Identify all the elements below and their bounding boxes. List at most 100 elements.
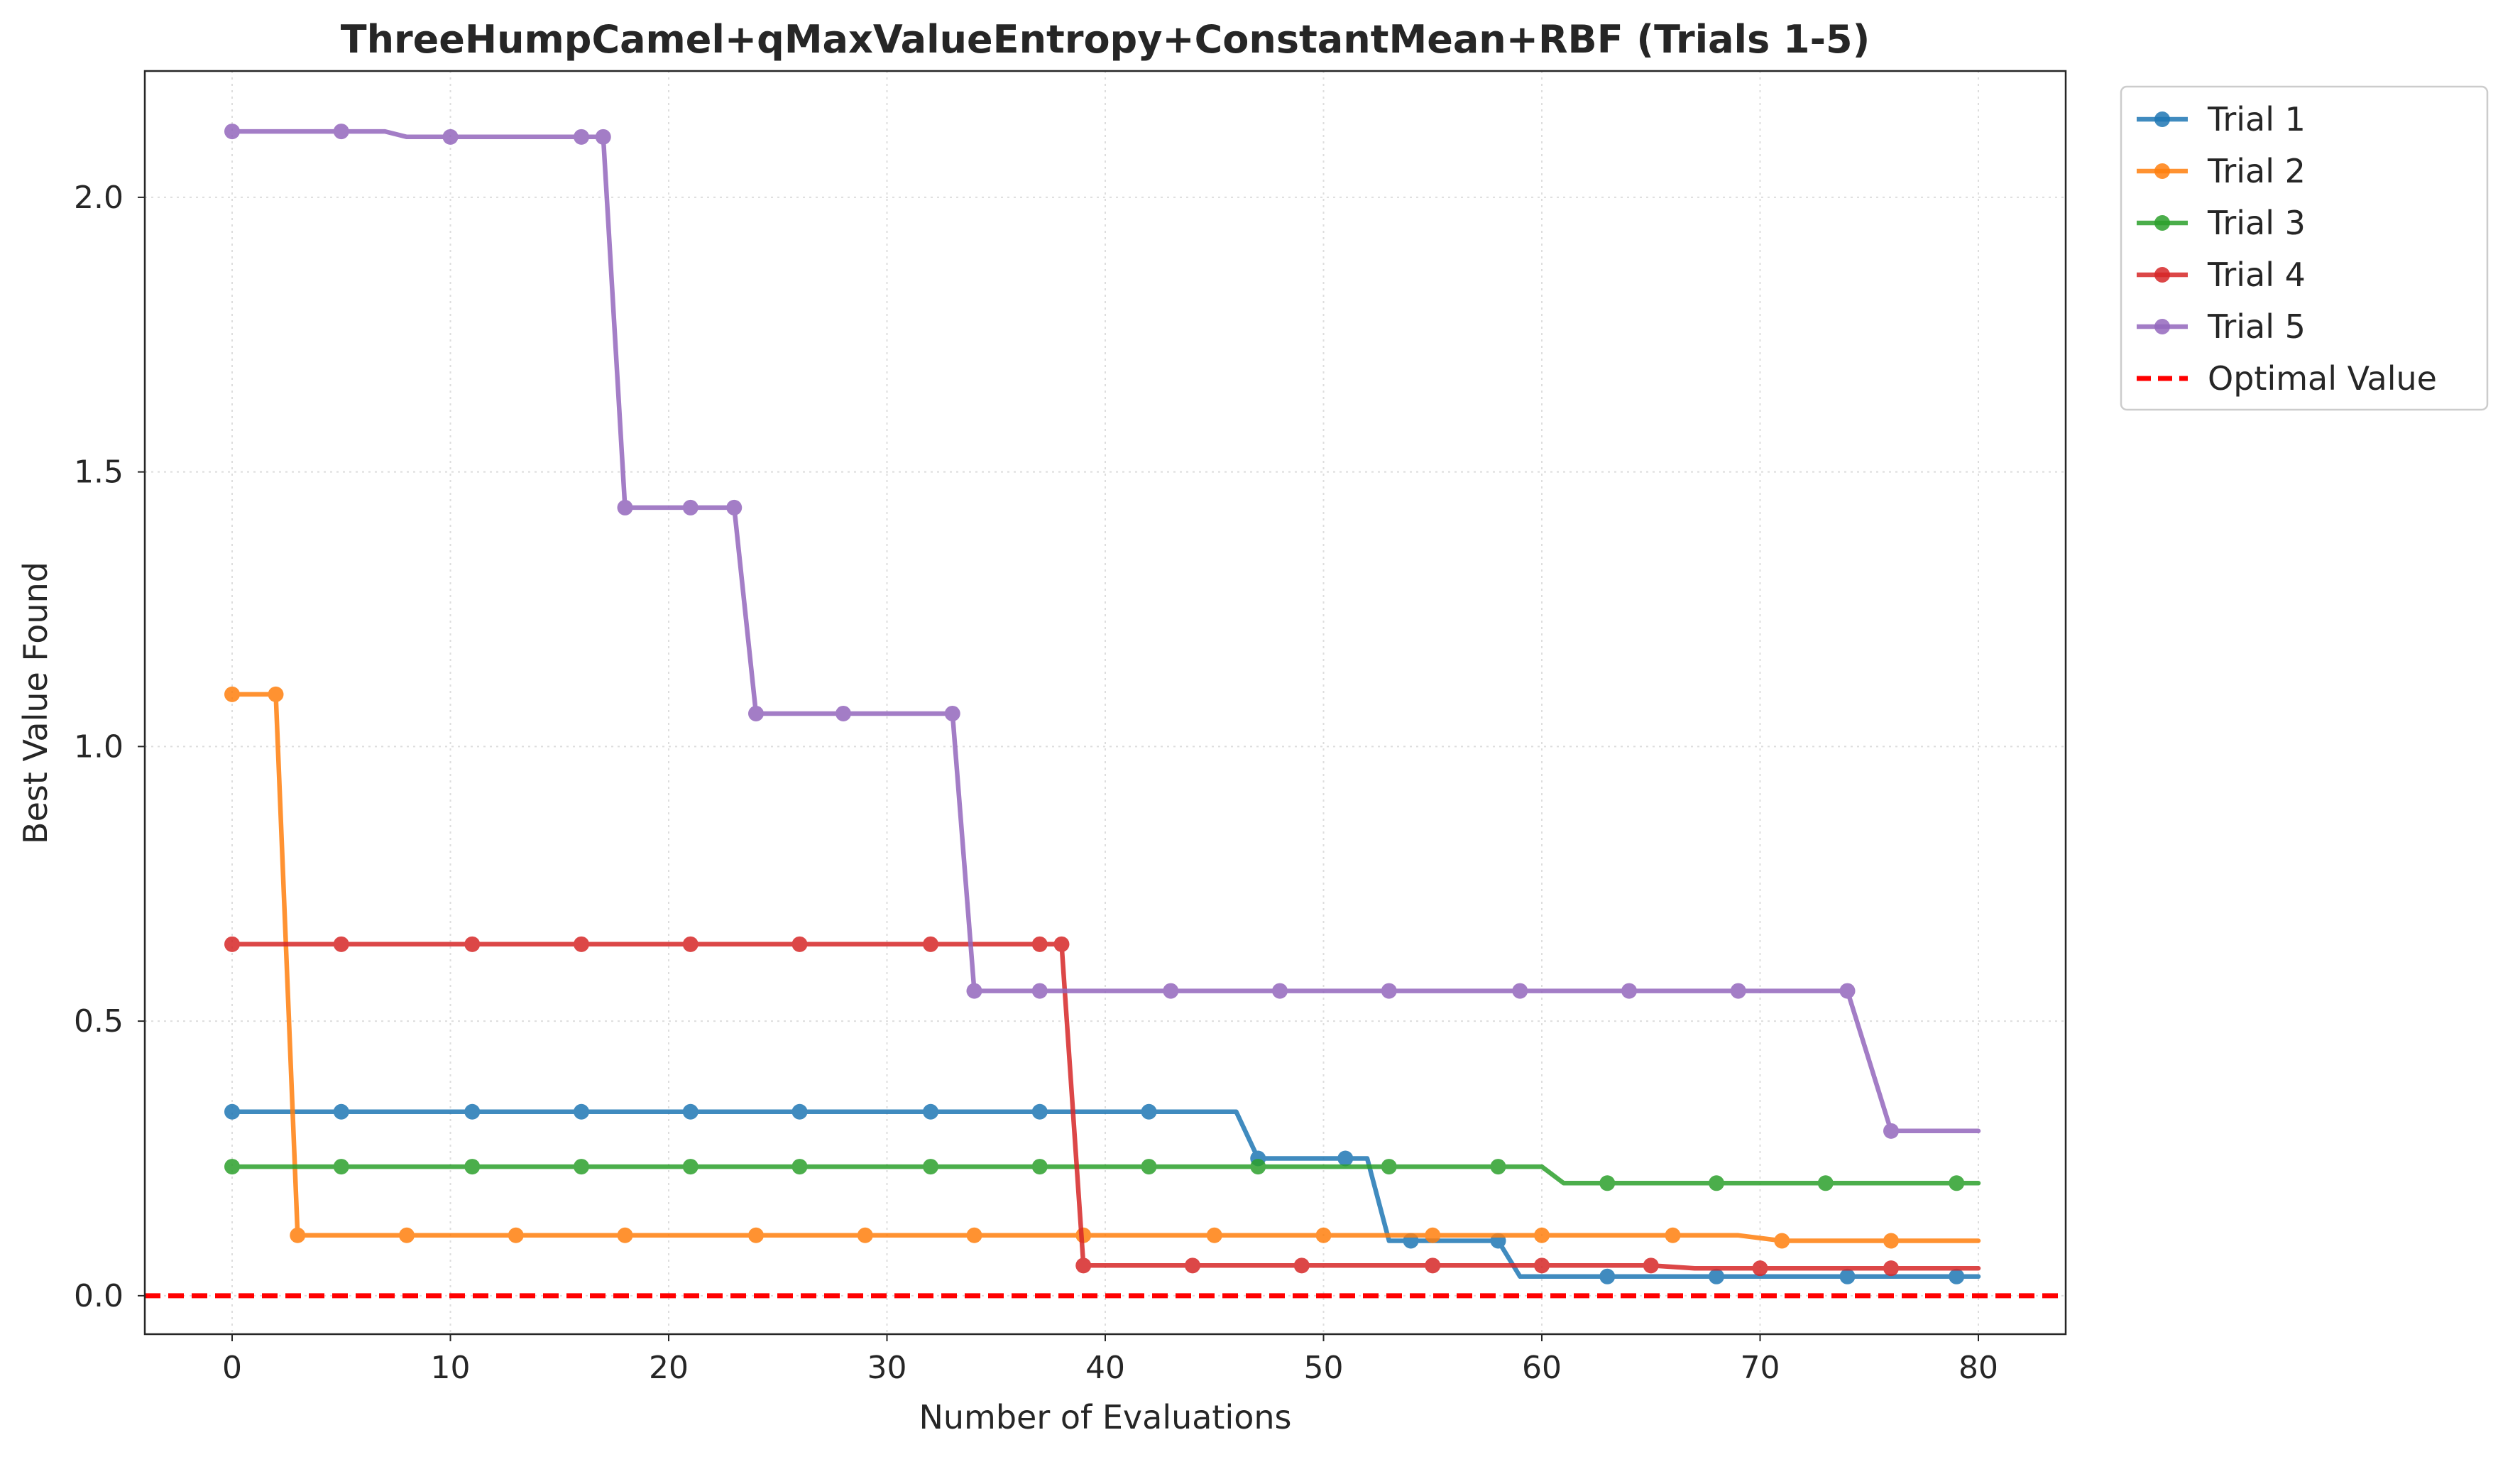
data-point bbox=[944, 705, 960, 721]
data-point bbox=[1709, 1175, 1724, 1191]
x-axis-label: Number of Evaluations bbox=[919, 1398, 1291, 1436]
data-point bbox=[1185, 1257, 1200, 1274]
data-point bbox=[748, 705, 764, 721]
data-point bbox=[1381, 1159, 1397, 1175]
legend-swatch-marker bbox=[2154, 215, 2170, 231]
data-point bbox=[333, 1103, 349, 1120]
data-point bbox=[1599, 1268, 1616, 1284]
data-point bbox=[1752, 1260, 1768, 1277]
data-point bbox=[574, 129, 589, 145]
legend-items: Trial 1 Trial 2 Trial 3 Trial 4 Trial 5 Optim… bbox=[2137, 100, 2437, 398]
data-point bbox=[923, 1159, 938, 1175]
x-tick-label: 10 bbox=[431, 1350, 471, 1386]
data-point bbox=[791, 1103, 808, 1120]
data-point bbox=[1315, 1227, 1332, 1243]
data-point bbox=[1053, 936, 1070, 952]
data-point bbox=[1883, 1260, 1899, 1277]
data-point bbox=[333, 1159, 349, 1175]
x-tick-label: 80 bbox=[1959, 1350, 1998, 1386]
data-point bbox=[966, 983, 982, 999]
data-point bbox=[1512, 983, 1528, 999]
data-point bbox=[617, 1227, 633, 1243]
data-point bbox=[1709, 1268, 1724, 1284]
data-point bbox=[1490, 1159, 1506, 1175]
series-3 bbox=[224, 1159, 1981, 1191]
data-point bbox=[1534, 1257, 1550, 1274]
data-point bbox=[1425, 1227, 1441, 1243]
data-point bbox=[1730, 983, 1746, 999]
data-point bbox=[1643, 1257, 1659, 1274]
x-tick-label: 70 bbox=[1741, 1350, 1780, 1386]
data-point bbox=[1031, 1103, 1048, 1120]
data-point bbox=[290, 1227, 306, 1243]
data-point bbox=[1031, 1159, 1048, 1175]
data-point bbox=[923, 936, 938, 952]
data-point bbox=[857, 1227, 873, 1243]
data-point bbox=[1337, 1150, 1354, 1167]
data-point bbox=[1839, 983, 1856, 999]
legend-label: Trial 1 bbox=[2207, 100, 2306, 138]
legend-label: Trial 4 bbox=[2207, 256, 2306, 294]
data-point bbox=[1425, 1257, 1441, 1274]
data-point bbox=[399, 1227, 415, 1243]
data-point bbox=[1141, 1103, 1157, 1120]
data-point bbox=[1665, 1227, 1681, 1243]
data-point bbox=[1621, 983, 1637, 999]
data-point bbox=[574, 1159, 589, 1175]
legend-item: Trial 5 bbox=[2137, 307, 2306, 346]
x-tick-label: 0 bbox=[222, 1350, 242, 1386]
series-layer bbox=[224, 124, 1981, 1284]
data-point bbox=[966, 1227, 982, 1243]
data-point bbox=[574, 1103, 589, 1120]
data-point bbox=[574, 936, 589, 952]
data-point bbox=[464, 1103, 481, 1120]
x-tick-label: 60 bbox=[1522, 1350, 1562, 1386]
data-point bbox=[682, 1103, 699, 1120]
data-point bbox=[682, 499, 699, 515]
data-point bbox=[224, 686, 240, 702]
legend-swatch-marker bbox=[2154, 163, 2170, 179]
data-point bbox=[1839, 1268, 1856, 1284]
data-point bbox=[1817, 1175, 1834, 1191]
legend-item: Trial 2 bbox=[2137, 152, 2306, 190]
data-point bbox=[617, 499, 633, 515]
data-point bbox=[1031, 936, 1048, 952]
data-point bbox=[1075, 1257, 1092, 1274]
data-point bbox=[1883, 1233, 1899, 1249]
data-point bbox=[923, 1103, 938, 1120]
data-point bbox=[333, 124, 349, 140]
legend-swatch-marker bbox=[2154, 111, 2170, 127]
data-point bbox=[1163, 983, 1179, 999]
data-point bbox=[748, 1227, 764, 1243]
series-4 bbox=[224, 936, 1981, 1277]
legend-swatch-marker bbox=[2154, 319, 2170, 334]
y-tick-label: 1.0 bbox=[74, 728, 124, 765]
data-point bbox=[791, 1159, 808, 1175]
y-axis-label: Best Value Found bbox=[16, 562, 55, 844]
legend-item: Trial 1 bbox=[2137, 100, 2306, 138]
legend-label: Trial 3 bbox=[2207, 204, 2306, 242]
data-point bbox=[1883, 1123, 1899, 1139]
y-tick-label: 0.5 bbox=[74, 1003, 124, 1039]
legend-item: Trial 4 bbox=[2137, 256, 2306, 294]
data-point bbox=[1599, 1175, 1616, 1191]
legend: Trial 1 Trial 2 Trial 3 Trial 4 Trial 5 Optim… bbox=[2120, 85, 2489, 411]
x-tick-label: 20 bbox=[649, 1350, 689, 1386]
data-point bbox=[1774, 1233, 1790, 1249]
data-point bbox=[464, 1159, 481, 1175]
data-point bbox=[268, 686, 284, 702]
legend-item: Optimal Value bbox=[2137, 359, 2437, 398]
legend-swatch-marker bbox=[2154, 267, 2170, 283]
legend-label: Trial 2 bbox=[2207, 152, 2306, 190]
data-point bbox=[508, 1227, 524, 1243]
x-tick-label: 40 bbox=[1085, 1350, 1125, 1386]
data-point bbox=[1141, 1159, 1157, 1175]
data-point bbox=[595, 129, 611, 145]
data-point bbox=[1031, 983, 1048, 999]
legend-item: Trial 3 bbox=[2137, 204, 2306, 242]
legend-frame bbox=[2120, 85, 2489, 411]
data-point bbox=[1293, 1257, 1310, 1274]
data-point bbox=[1250, 1159, 1266, 1175]
data-point bbox=[442, 129, 459, 145]
